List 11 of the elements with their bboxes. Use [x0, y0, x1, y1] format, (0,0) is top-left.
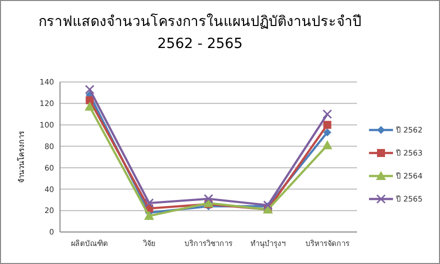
point: [84, 84, 94, 94]
point: [323, 120, 332, 129]
point: [204, 194, 214, 204]
point: [84, 102, 95, 111]
point: [86, 96, 94, 104]
point: [322, 109, 332, 119]
point: [323, 128, 332, 136]
point: [144, 210, 154, 220]
point: [322, 140, 332, 150]
chart-title: กราฟแสดงจำนวนโครงการในแผนปฏิบัติงานประจำปี 2562 - 2565: [38, 13, 362, 52]
point: [144, 198, 154, 208]
